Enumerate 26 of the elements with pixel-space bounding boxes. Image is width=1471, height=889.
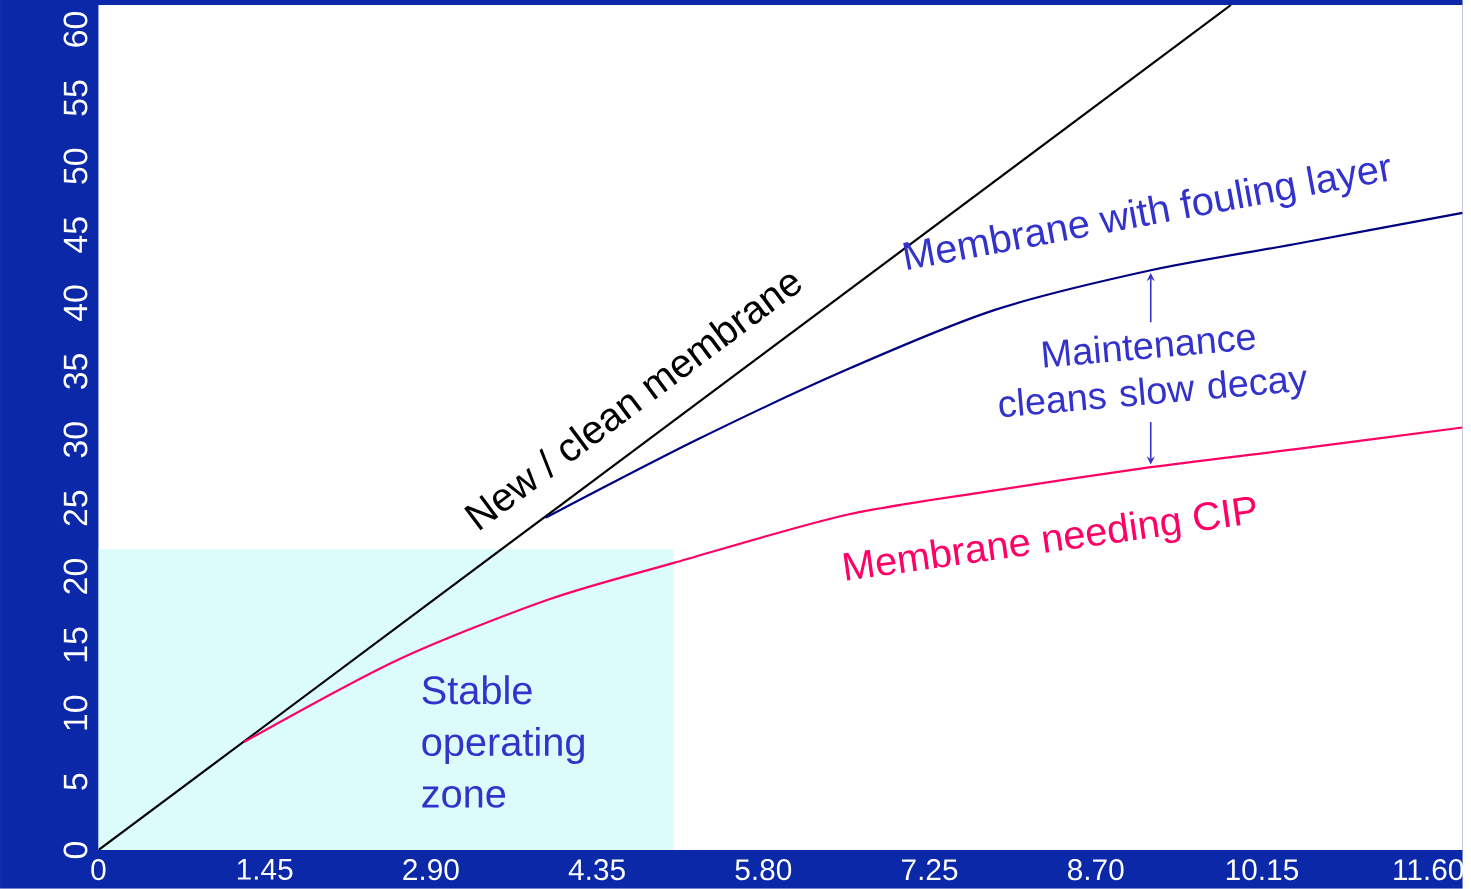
y-tick-label: 50 — [63, 148, 88, 184]
x-tick-label: 11.60 — [1394, 859, 1464, 881]
y-tick-label: 15 — [63, 627, 88, 662]
y-tick-label: 55 — [63, 80, 88, 116]
x-tick-label: 8.70 — [1068, 859, 1124, 881]
y-tick-label: 35 — [63, 354, 88, 390]
x-tick-label: 2.90 — [403, 859, 459, 881]
x-tick-label: 10.15 — [1226, 859, 1299, 881]
text: Membrane needing CIP — [843, 497, 1256, 581]
y-tick-label: 30 — [63, 422, 88, 458]
x-tick-label: 5.80 — [735, 859, 792, 881]
x-tick-label: 0 — [91, 859, 106, 881]
annotation: Maintenance cleans slow decay — [999, 329, 1307, 418]
y-tick-label: 0 — [63, 842, 88, 859]
y-tick-label: 45 — [63, 217, 88, 253]
x-tick-label: 1.45 — [237, 859, 293, 880]
y-tick-label: 5 — [63, 773, 88, 790]
y-tick-label: 40 — [63, 285, 88, 322]
y-tick-label: 25 — [63, 490, 88, 526]
y-tick-label: 60 — [63, 12, 88, 47]
text: Membrane with fouling layer — [903, 159, 1390, 270]
band-label: Stable operating zone — [422, 675, 584, 808]
y-tick-label: 10 — [63, 695, 88, 730]
x-tick-label: 7.25 — [902, 859, 958, 881]
x-tick-label: 4.35 — [568, 859, 625, 881]
y-tick-label: 20 — [63, 559, 88, 594]
